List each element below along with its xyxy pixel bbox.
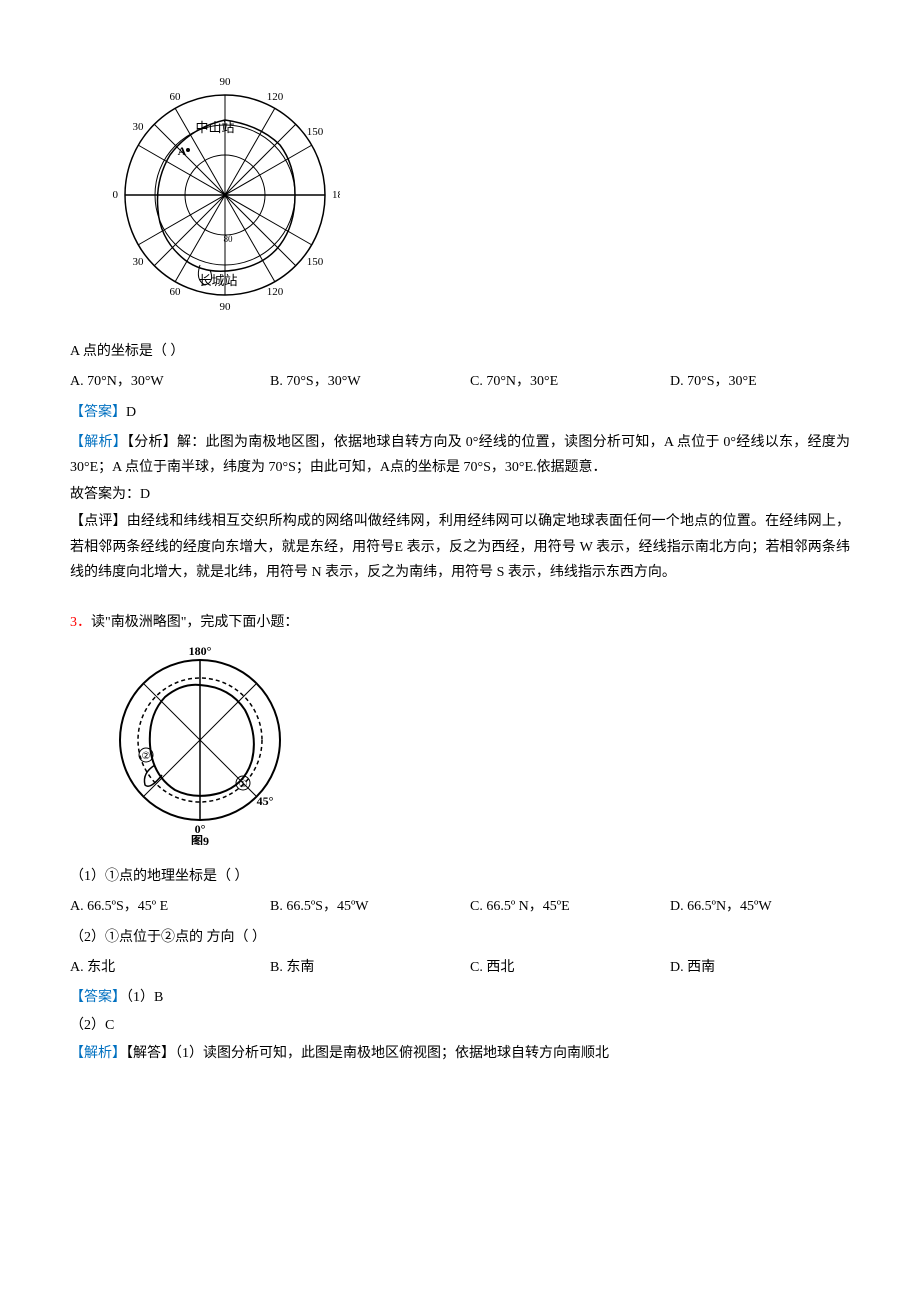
q2-analysis-text: 【分析】解：此图为南极地区图，依据地球自转方向及 0°经线的位置，读图分析可知，… [70, 435, 850, 475]
q3-sub2-options: A. 东北 B. 东南 C. 西北 D. 西南 [70, 955, 850, 980]
q3-answer1-line: 【答案】（1）B [70, 985, 850, 1010]
q2-comment: 【点评】由经线和纬线相互交织所构成的网络叫做经纬网，利用经纬网可以确定地球表面任… [70, 509, 850, 585]
q3-intro: 读"南极洲略图"，完成下面小题： [91, 615, 298, 630]
svg-text:长城站: 长城站 [198, 273, 237, 288]
q3-analysis-text: 【解答】（1）读图分析可知，此图是南极地区俯视图；依据地球自转方向南顺北 [126, 1046, 609, 1061]
q3-sub1-option-b: B. 66.5ºS，45ºW [270, 894, 470, 919]
q3-sub2-option-d: D. 西南 [670, 955, 850, 980]
svg-text:②: ② [142, 751, 151, 762]
q3-intro-line: 3．读"南极洲略图"，完成下面小题： [70, 610, 850, 635]
svg-text:30: 30 [133, 256, 145, 268]
svg-text:图9: 图9 [191, 834, 209, 845]
q2-analysis: 【解析】【分析】解：此图为南极地区图，依据地球自转方向及 0°经线的位置，读图分… [70, 430, 850, 480]
q2-options: A. 70°N，30°W B. 70°S，30°W C. 70°N，30°E D… [70, 369, 850, 394]
q3-sub2-option-a: A. 东北 [70, 955, 270, 980]
svg-text:150: 150 [307, 126, 324, 138]
q2-diagram: 90 120 150 180 150 120 90 60 30 0 30 60 … [110, 70, 850, 329]
q3-analysis-label: 【解析】 [70, 1046, 126, 1061]
q3-answer2: （2）C [70, 1013, 850, 1038]
q2-option-b: B. 70°S，30°W [270, 369, 470, 394]
q2-option-c: C. 70°N，30°E [470, 369, 670, 394]
q2-conclusion: 故答案为：D [70, 482, 850, 507]
q2-analysis-label: 【解析】 [70, 435, 127, 450]
q2-option-a: A. 70°N，30°W [70, 369, 270, 394]
svg-text:180°: 180° [189, 645, 212, 658]
svg-text:120: 120 [267, 91, 284, 103]
q3-analysis: 【解析】【解答】（1）读图分析可知，此图是南极地区俯视图；依据地球自转方向南顺北 [70, 1041, 850, 1066]
q3-sub1-option-c: C. 66.5º N，45ºE [470, 894, 670, 919]
svg-text:90: 90 [220, 76, 232, 88]
q2-answer-line: 【答案】D [70, 400, 850, 425]
q2-comment-label: 【点评】 [70, 514, 127, 529]
q3-answer1: （1）B [126, 990, 163, 1005]
q3-answer-label: 【答案】 [70, 990, 126, 1005]
q3-number: 3． [70, 615, 91, 630]
q2-answer-value: D [126, 405, 136, 420]
q3-sub2-text: （2）①点位于②点的 方向（ ） [70, 925, 850, 950]
svg-text:A: A [178, 144, 187, 158]
svg-text:60: 60 [170, 91, 182, 103]
q3-diagram: 180° 45° 0° 图9 ① ② [110, 645, 850, 854]
svg-text:0: 0 [113, 189, 119, 201]
svg-text:120: 120 [267, 286, 284, 298]
svg-text:60: 60 [170, 286, 182, 298]
q3-sub2-option-c: C. 西北 [470, 955, 670, 980]
svg-text:90: 90 [220, 301, 232, 313]
q2-answer-label: 【答案】 [70, 405, 126, 420]
svg-text:80: 80 [224, 234, 234, 244]
svg-text:30: 30 [133, 121, 145, 133]
q2-comment-text: 由经线和纬线相互交织所构成的网络叫做经纬网，利用经纬网可以确定地球表面任何一个地… [70, 514, 850, 579]
q3-sub1-option-a: A. 66.5ºS，45º E [70, 894, 270, 919]
svg-text:150: 150 [307, 256, 324, 268]
svg-text:180: 180 [332, 189, 340, 201]
svg-text:45°: 45° [257, 794, 274, 808]
q3-sub1-options: A. 66.5ºS，45º E B. 66.5ºS，45ºW C. 66.5º … [70, 894, 850, 919]
svg-text:中山站: 中山站 [195, 120, 234, 135]
q2-option-d: D. 70°S，30°E [670, 369, 850, 394]
svg-text:①: ① [239, 779, 248, 790]
q3-sub1-text: （1）①点的地理坐标是（ ） [70, 864, 850, 889]
q2-question-text: A 点的坐标是（ ） [70, 339, 850, 364]
q3-sub1-option-d: D. 66.5ºN，45ºW [670, 894, 850, 919]
q3-sub2-option-b: B. 东南 [270, 955, 470, 980]
